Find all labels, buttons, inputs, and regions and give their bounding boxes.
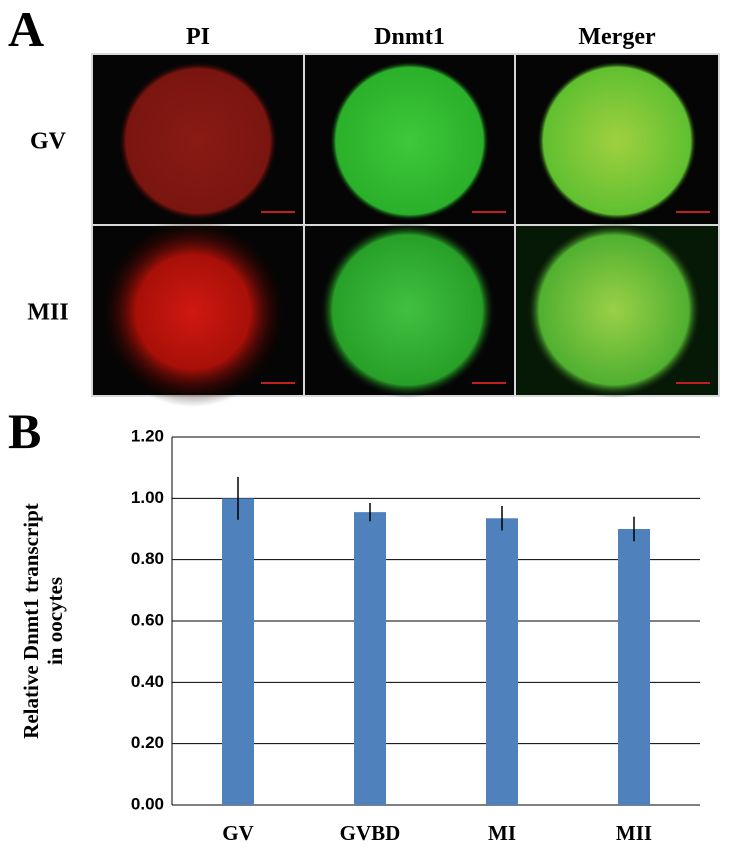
y-tick-label: 1.00 (131, 488, 164, 507)
y-tick-label: 0.00 (131, 794, 164, 813)
oocyte (329, 61, 490, 221)
column-label: Dnmt1 (374, 24, 445, 50)
y-axis-label: in oocytes (43, 577, 67, 665)
x-tick-label: MII (616, 821, 652, 845)
row-label: MII (27, 300, 68, 326)
bar (618, 529, 650, 805)
y-tick-label: 0.80 (131, 549, 164, 568)
oocyte (526, 222, 702, 398)
x-tick-label: GV (222, 821, 254, 845)
image-grid: PI Dnmt1 Merger GV MII (27, 24, 720, 407)
x-tick-label: MI (488, 821, 516, 845)
row-label: GV (30, 129, 67, 155)
oocyte (319, 222, 496, 398)
y-tick-label: 1.20 (131, 426, 164, 445)
y-tick-label: 0.60 (131, 610, 164, 629)
panel-label: B (8, 403, 41, 459)
oocyte (537, 61, 697, 221)
oocyte (118, 61, 278, 221)
y-tick-label: 0.40 (131, 672, 164, 691)
chart: 0.00 0.20 0.40 0.60 0.80 1.00 1.20 Relative Dnm… (19, 426, 700, 845)
bar (222, 498, 254, 805)
panel-label: A (8, 1, 44, 57)
oocyte (98, 217, 288, 407)
x-tick-label: GVBD (340, 821, 401, 845)
bar (354, 512, 386, 805)
column-label: Merger (578, 24, 656, 50)
y-axis-label: Relative Dnmt1 transcript (19, 503, 43, 739)
column-label: PI (186, 24, 210, 50)
bar (486, 518, 518, 805)
y-tick-label: 0.20 (131, 733, 164, 752)
